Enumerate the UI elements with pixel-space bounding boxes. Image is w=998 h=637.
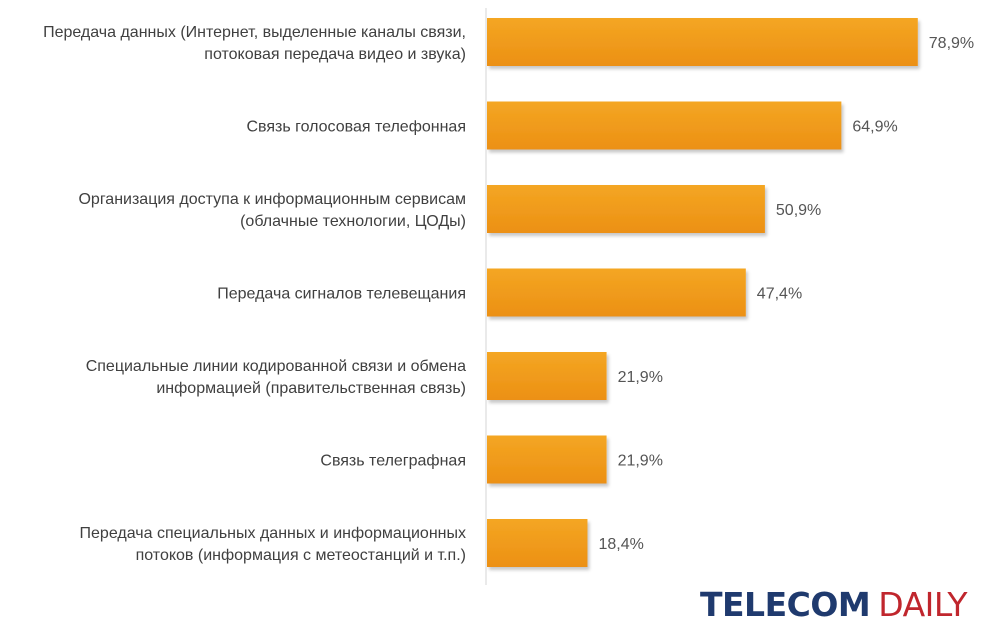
bar-4 xyxy=(487,268,746,317)
data-label-6: 21,9% xyxy=(618,453,663,470)
logo-word-daily: DAILY xyxy=(878,585,968,624)
data-label-5: 21,9% xyxy=(618,369,663,386)
category-label-5: Специальные линии кодированной связи и о… xyxy=(86,358,466,397)
bar-5 xyxy=(487,352,607,400)
data-label-1: 78,9% xyxy=(929,35,974,52)
category-label-7: Передача специальных данных и информацио… xyxy=(80,525,466,564)
category-label-line: (облачные технологии, ЦОДы) xyxy=(240,213,466,230)
data-label-2: 64,9% xyxy=(852,119,897,136)
category-label-line: Передача сигналов телевещания xyxy=(217,286,466,303)
category-label-3: Организация доступа к информационным сер… xyxy=(78,191,466,230)
bar-2 xyxy=(487,101,842,150)
logo-word-telecom: TELECOM xyxy=(700,585,871,624)
category-label-4: Передача сигналов телевещания xyxy=(217,286,466,303)
category-label-line: Связь телеграфная xyxy=(320,453,466,470)
data-label-3: 50,9% xyxy=(776,202,821,219)
bar-3 xyxy=(487,185,765,233)
category-label-line: Связь голосовая телефонная xyxy=(246,119,466,136)
bar-1 xyxy=(487,18,918,66)
category-label-line: потоковая передача видео и звука) xyxy=(204,46,466,63)
data-label-4: 47,4% xyxy=(757,286,802,303)
category-label-line: Передача данных (Интернет, выделенные ка… xyxy=(43,24,466,41)
category-label-line: Организация доступа к информационным сер… xyxy=(78,191,466,208)
bar-6 xyxy=(487,435,607,484)
category-label-line: потоков (информация с метеостанций и т.п… xyxy=(136,547,466,564)
bar-7 xyxy=(487,519,588,567)
category-label-line: Специальные линии кодированной связи и о… xyxy=(86,358,466,375)
category-label-1: Передача данных (Интернет, выделенные ка… xyxy=(43,24,466,63)
telecom-daily-logo: TELECOM DAILY xyxy=(700,585,968,624)
category-label-6: Связь телеграфная xyxy=(320,453,466,470)
data-label-7: 18,4% xyxy=(598,536,643,553)
category-label-2: Связь голосовая телефонная xyxy=(246,119,466,136)
category-label-line: информацией (правительственная связь) xyxy=(156,380,466,397)
category-label-line: Передача специальных данных и информацио… xyxy=(80,525,466,542)
